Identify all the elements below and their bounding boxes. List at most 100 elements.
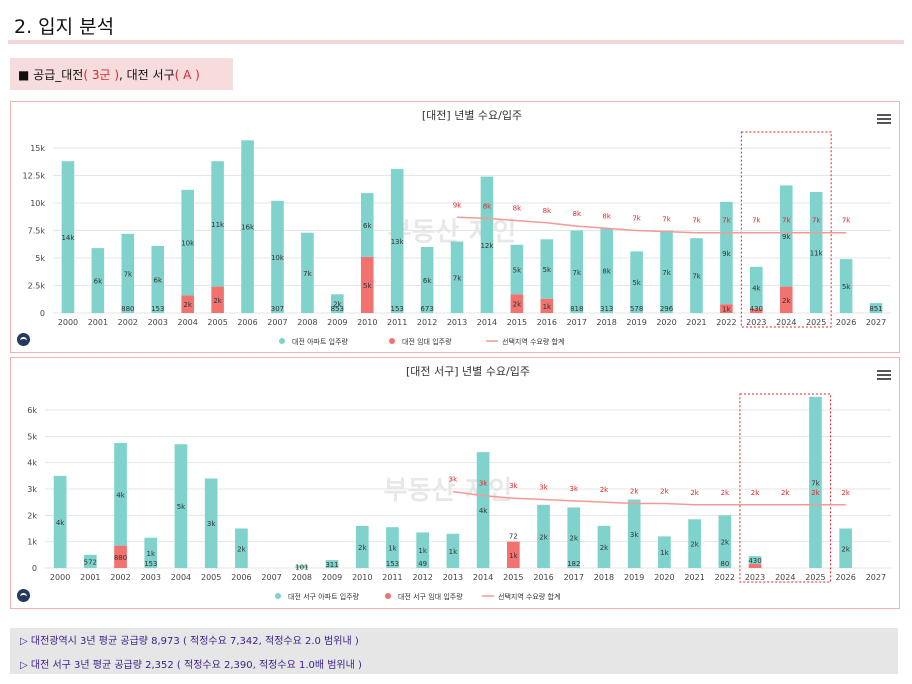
rental-bar bbox=[360, 256, 374, 313]
rental-bar bbox=[211, 286, 224, 313]
supply-value-label: 7k bbox=[811, 479, 820, 487]
rental-value-label: 49 bbox=[418, 560, 427, 568]
supply-value-label: 430 bbox=[748, 557, 761, 565]
supply-value-label: 12k bbox=[480, 242, 494, 250]
supply-value-label: 9k bbox=[722, 250, 731, 258]
supply-bar bbox=[809, 396, 822, 568]
supply-bar bbox=[331, 294, 344, 313]
x-tick-label: 2019 bbox=[624, 573, 644, 582]
y-tick-label: 2k bbox=[27, 511, 37, 520]
x-tick-label: 2009 bbox=[327, 318, 347, 327]
section-highlight-1: ( 3군 ) bbox=[83, 68, 119, 82]
supply-bar bbox=[235, 528, 248, 568]
supply-value-label: 7k bbox=[303, 270, 312, 278]
supply-value-label: 7k bbox=[453, 274, 462, 282]
rental-value-label: 2k bbox=[782, 297, 791, 305]
rental-value-label: 2k bbox=[513, 301, 522, 309]
legend-dot-marker bbox=[279, 338, 285, 344]
supply-bar bbox=[839, 528, 853, 568]
supply-bar bbox=[750, 266, 763, 309]
bottom-value-label: 153 bbox=[151, 305, 164, 313]
supply-bar bbox=[510, 244, 524, 295]
note-seogu: ▷ 대전 서구 3년 평균 공급량 2,352 ( 적정수요 2,390, 적정… bbox=[20, 660, 362, 671]
x-tick-label: 2022 bbox=[716, 318, 736, 327]
supply-value-label: 3k bbox=[207, 520, 216, 528]
x-tick-label: 2015 bbox=[503, 573, 523, 582]
x-tick-label: 2017 bbox=[564, 573, 584, 582]
x-tick-label: 2006 bbox=[237, 318, 257, 327]
x-tick-label: 2017 bbox=[567, 318, 587, 327]
x-tick-label: 2013 bbox=[443, 573, 463, 582]
demand-value-label: 2k bbox=[630, 487, 639, 495]
supply-bar bbox=[630, 251, 643, 313]
x-tick-label: 2018 bbox=[596, 318, 616, 327]
supply-bar bbox=[121, 233, 135, 313]
bottom-value-label: 307 bbox=[271, 305, 284, 313]
bottom-value-label: 153 bbox=[390, 305, 403, 313]
supply-value-label: 6k bbox=[363, 222, 372, 230]
supply-bar bbox=[748, 556, 762, 565]
rental-bar bbox=[506, 541, 520, 568]
hamburger-icon[interactable] bbox=[877, 114, 891, 126]
rental-value-label: 1k bbox=[722, 306, 731, 314]
x-tick-label: 2016 bbox=[537, 318, 557, 327]
y-tick-label: 6k bbox=[27, 406, 37, 415]
supply-bar bbox=[53, 475, 67, 568]
x-tick-label: 2021 bbox=[684, 573, 704, 582]
legend-label: 대전 아파트 입주량 bbox=[292, 337, 349, 346]
x-tick-label: 2014 bbox=[473, 573, 493, 582]
x-tick-label: 2003 bbox=[141, 573, 161, 582]
supply-bar bbox=[295, 565, 309, 568]
x-tick-label: 2020 bbox=[656, 318, 676, 327]
supply-bar bbox=[355, 525, 369, 568]
rental-value-label: 880 bbox=[114, 554, 127, 562]
x-tick-label: 2024 bbox=[776, 318, 796, 327]
supply-value-label: 2k bbox=[690, 541, 699, 549]
supply-value-label: 4k bbox=[479, 507, 488, 515]
supply-value-label: 2k bbox=[539, 533, 548, 541]
demand-line bbox=[457, 216, 847, 234]
x-tick-label: 2001 bbox=[88, 318, 108, 327]
bottom-value-label: 851 bbox=[869, 305, 882, 313]
bottom-value-label: 430 bbox=[750, 305, 763, 313]
supply-bar bbox=[325, 560, 339, 568]
legend-label: 대전 서구 아파트 입주량 bbox=[288, 592, 360, 601]
rental-value-label: 153 bbox=[144, 560, 157, 568]
bottom-value-label: 673 bbox=[420, 305, 433, 313]
supply-bar bbox=[61, 161, 75, 313]
demand-value-label: 7k bbox=[752, 217, 761, 225]
bottom-value-label: 818 bbox=[570, 305, 583, 313]
x-tick-label: 2007 bbox=[267, 318, 287, 327]
supply-value-label: 8k bbox=[602, 268, 611, 276]
demand-value-label: 2k bbox=[811, 489, 820, 497]
supply-value-label: 11k bbox=[810, 250, 824, 258]
bottom-value-label: 313 bbox=[600, 305, 613, 313]
x-tick-label: 2008 bbox=[292, 573, 312, 582]
supply-value-label: 5k bbox=[513, 267, 522, 275]
x-tick-label: 2010 bbox=[357, 318, 377, 327]
hamburger-icon[interactable] bbox=[877, 370, 891, 382]
legend-label: 대전 임대 입주량 bbox=[402, 337, 452, 346]
y-tick-label: 1k bbox=[27, 538, 37, 547]
supply-bar bbox=[688, 519, 701, 568]
x-tick-label: 2021 bbox=[686, 318, 706, 327]
supply-bar bbox=[476, 452, 490, 568]
x-tick-label: 2005 bbox=[207, 318, 227, 327]
supply-value-label: 6k bbox=[94, 278, 103, 286]
supply-bar bbox=[211, 161, 224, 287]
supply-value-label: 1k bbox=[449, 548, 458, 556]
y-tick-label: 7.5k bbox=[28, 227, 46, 236]
demand-value-label: 8k bbox=[602, 212, 611, 220]
y-tick-label: 12.5k bbox=[23, 172, 46, 181]
legend-dot-marker bbox=[389, 338, 395, 344]
supply-bar bbox=[480, 176, 494, 313]
x-tick-label: 2009 bbox=[322, 573, 342, 582]
x-tick-label: 2007 bbox=[261, 573, 281, 582]
rental-value-label: 182 bbox=[567, 560, 580, 568]
rental-bar bbox=[510, 294, 524, 313]
supply-value-label: 311 bbox=[325, 561, 338, 569]
y-tick-label: 5k bbox=[27, 432, 37, 441]
supply-bar bbox=[658, 536, 671, 568]
supply-bar bbox=[301, 232, 314, 313]
